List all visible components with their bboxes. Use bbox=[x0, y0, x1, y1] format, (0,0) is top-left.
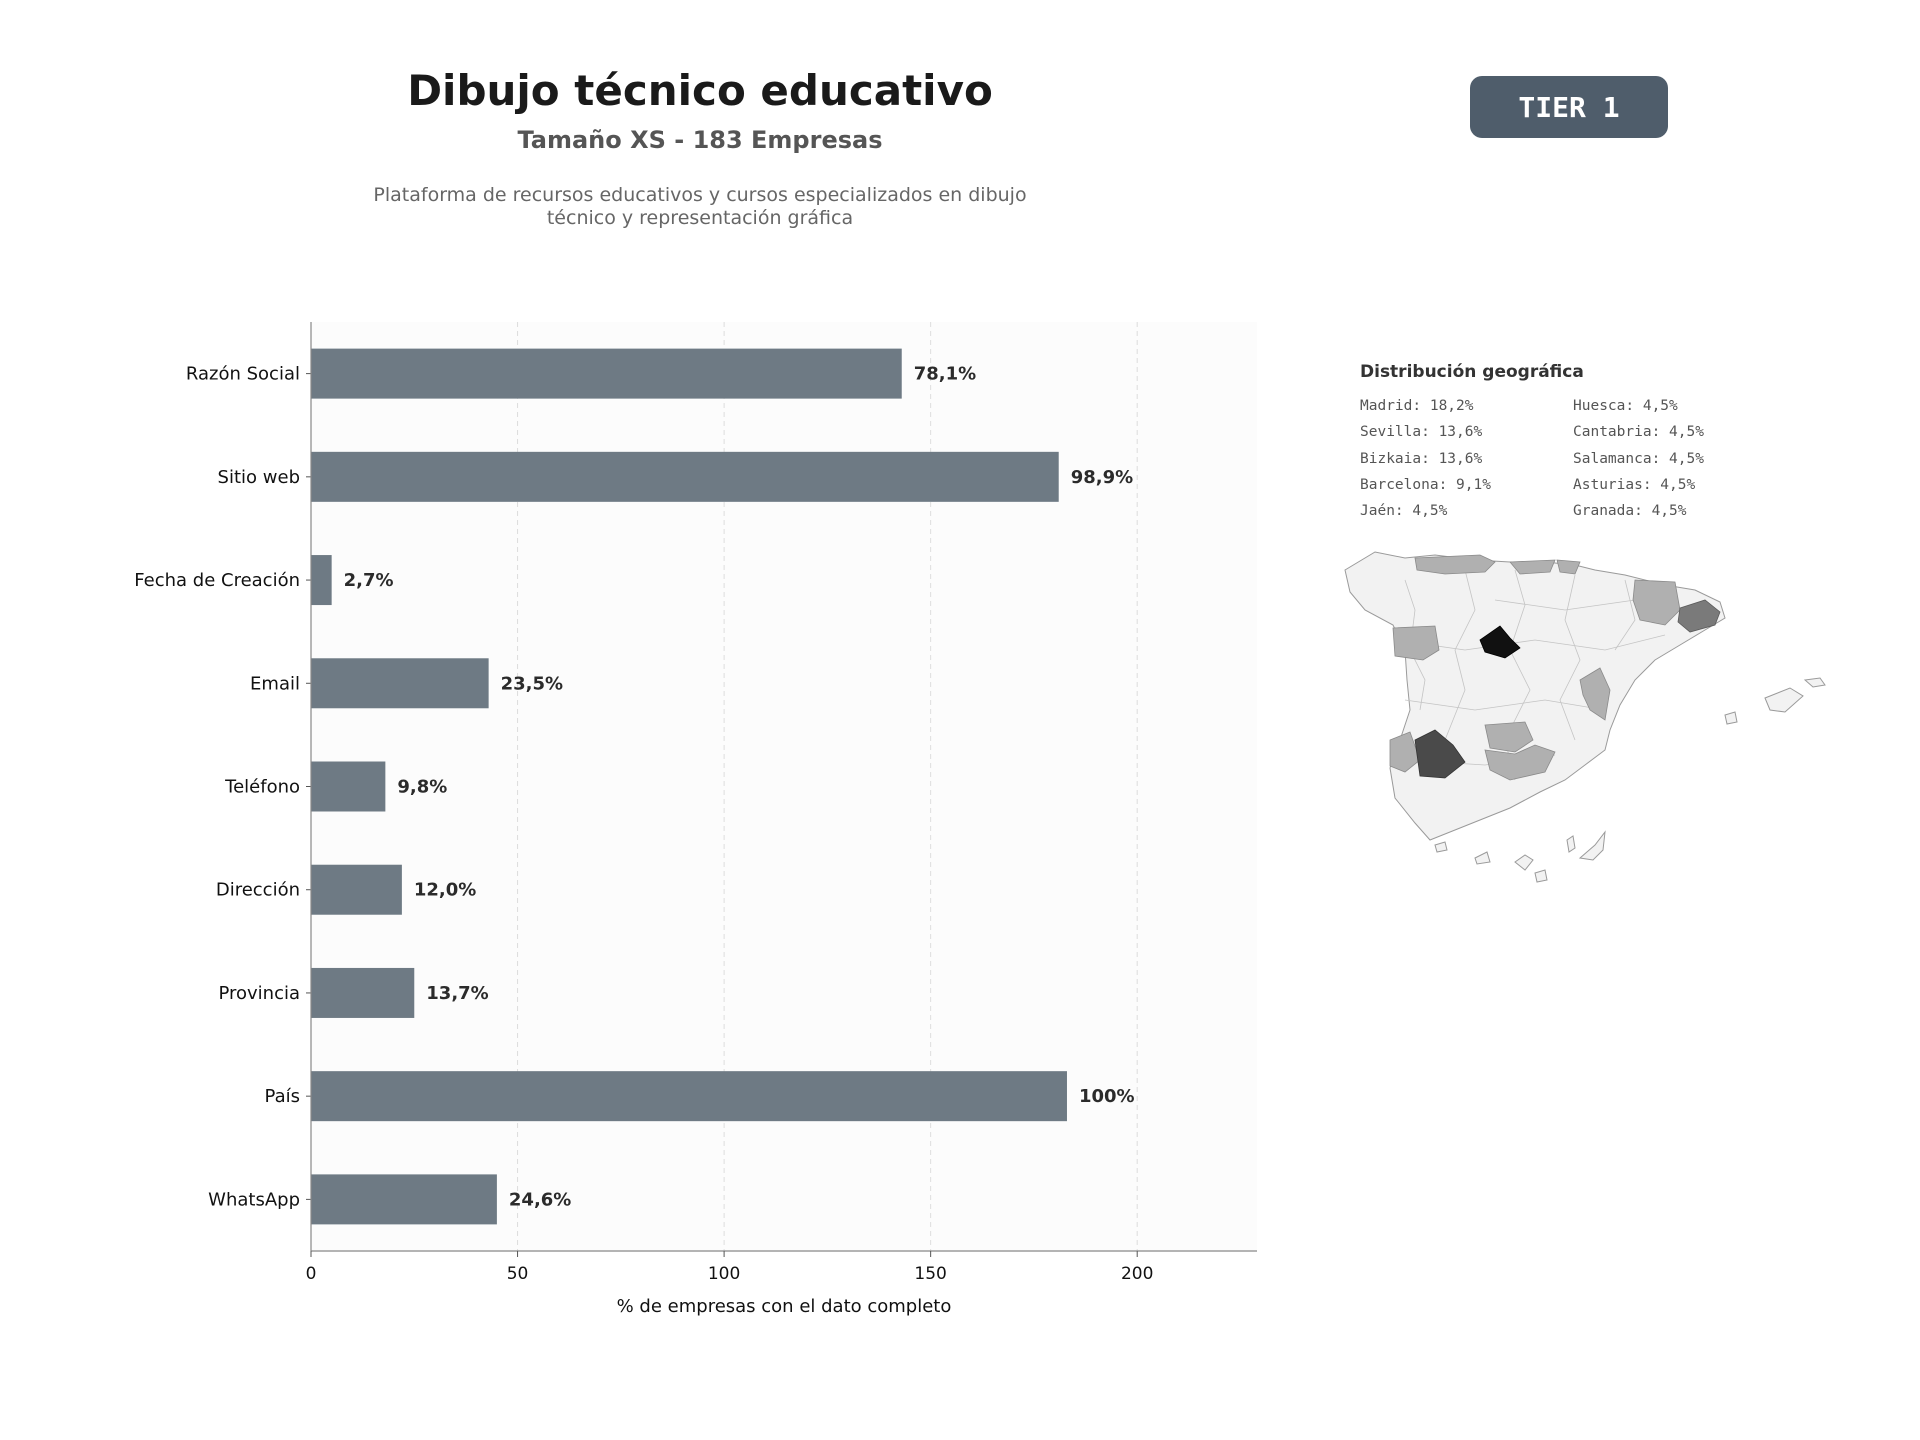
geo-entry: Bizkaia: 13,6% bbox=[1360, 450, 1483, 467]
y-tick-label: Teléfono bbox=[224, 777, 300, 798]
description-line-2: técnico y representación gráfica bbox=[546, 207, 854, 229]
geo-entry: Asturias: 4,5% bbox=[1573, 476, 1696, 493]
map-region-valencia bbox=[1579, 667, 1611, 721]
bar-value-label: 9,8% bbox=[397, 777, 447, 798]
geo-entry: Jaén: 4,5% bbox=[1360, 503, 1448, 520]
bar-value-label: 24,6% bbox=[509, 1189, 571, 1210]
chart-subtitle: Tamaño XS - 183 Empresas bbox=[517, 126, 883, 154]
bar bbox=[311, 1174, 497, 1225]
bar-value-label: 100% bbox=[1079, 1086, 1135, 1107]
geo-entry: Cantabria: 4,5% bbox=[1573, 424, 1704, 441]
map-canary-islands bbox=[1434, 830, 1606, 883]
bar-chart: 78,1% Razón Social 98,9% Sitio web 2,7% Fecha… bbox=[134, 322, 1257, 1317]
geo-entry: Salamanca: 4,5% bbox=[1573, 450, 1704, 467]
y-tick-label: País bbox=[265, 1086, 300, 1107]
map-region-sevilla bbox=[1414, 729, 1466, 779]
chart-title: Dibujo técnico educativo bbox=[407, 66, 993, 115]
geo-entry: Barcelona: 9,1% bbox=[1360, 476, 1491, 493]
map-region-granada bbox=[1484, 744, 1556, 781]
y-tick-label: Email bbox=[250, 673, 300, 694]
geo-list: Madrid: 18,2% Huesca: 4,5% Sevilla: 13,6… bbox=[1360, 398, 1780, 529]
bar bbox=[311, 658, 489, 709]
map-region-bizkaia bbox=[1556, 559, 1581, 575]
y-tick-label: Razón Social bbox=[186, 364, 300, 385]
bar-value-label: 13,7% bbox=[426, 983, 488, 1004]
geo-entry: Huesca: 4,5% bbox=[1573, 398, 1678, 414]
x-tick-label: 100 bbox=[708, 1264, 740, 1284]
bar bbox=[311, 555, 332, 606]
map-region-jaen bbox=[1484, 721, 1534, 753]
x-tick-label: 50 bbox=[507, 1264, 529, 1284]
bar bbox=[311, 967, 415, 1018]
map-region-barcelona bbox=[1677, 599, 1721, 633]
description: Plataforma de recursos educativos y curs… bbox=[330, 184, 1070, 230]
x-tick-label: 200 bbox=[1121, 1264, 1153, 1284]
map-region-cantabria bbox=[1509, 559, 1556, 575]
geo-title: Distribución geográfica bbox=[1360, 362, 1584, 382]
y-tick-label: Fecha de Creación bbox=[134, 570, 300, 591]
geo-entry: Sevilla: 13,6% bbox=[1360, 424, 1483, 441]
bar-value-label: 23,5% bbox=[501, 673, 563, 694]
bar-value-label: 98,9% bbox=[1071, 467, 1133, 488]
map-region-salamanca bbox=[1392, 625, 1440, 661]
bar bbox=[311, 864, 402, 915]
geo-entry: Granada: 4,5% bbox=[1573, 503, 1687, 520]
bar-value-label: 78,1% bbox=[914, 364, 976, 385]
x-tick-label: 0 bbox=[306, 1264, 317, 1284]
x-axis-label: % de empresas con el dato completo bbox=[617, 1296, 952, 1317]
bar-value-label: 12,0% bbox=[414, 880, 476, 901]
bar bbox=[311, 761, 386, 812]
description-line-1: Plataforma de recursos educativos y curs… bbox=[373, 184, 1027, 206]
y-tick-label: Sitio web bbox=[218, 467, 300, 488]
y-tick-label: Dirección bbox=[216, 880, 300, 901]
y-tick-label: Provincia bbox=[218, 983, 300, 1004]
tier-badge: TIER 1 bbox=[1470, 76, 1668, 138]
spain-choropleth-map bbox=[1344, 551, 1826, 883]
map-region-madrid bbox=[1479, 625, 1521, 659]
bar bbox=[311, 1071, 1067, 1122]
map-balearic-islands bbox=[1724, 677, 1826, 725]
map-region-asturias bbox=[1414, 554, 1496, 575]
geo-entry: Madrid: 18,2% bbox=[1360, 398, 1474, 414]
y-tick-label: WhatsApp bbox=[208, 1189, 300, 1210]
bar bbox=[311, 451, 1059, 502]
x-tick-label: 150 bbox=[914, 1264, 946, 1284]
map-region-huesca bbox=[1632, 579, 1681, 626]
bar-value-label: 2,7% bbox=[344, 570, 394, 591]
map-region-huelva bbox=[1389, 731, 1421, 773]
bar bbox=[311, 348, 902, 399]
